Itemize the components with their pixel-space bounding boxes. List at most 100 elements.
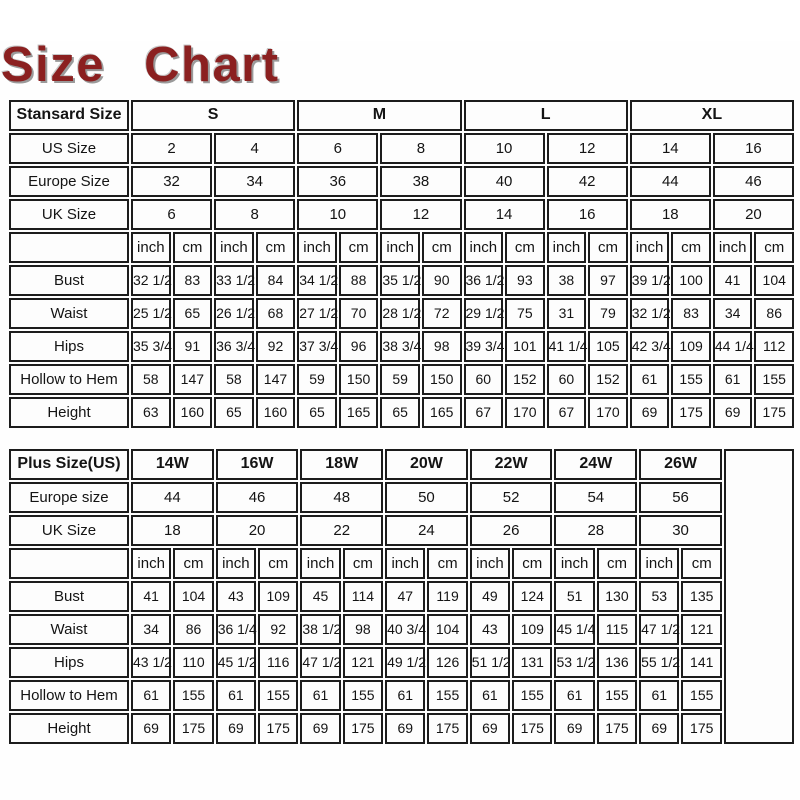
unit-row: inch cm inch cm inch cm inch cm inch cm inch cm inch… <box>9 547 794 579</box>
measure-value-cell: 150 <box>421 363 462 395</box>
measure-value-cell: 98 <box>421 330 462 362</box>
measure-value-cell: 65 <box>214 396 254 428</box>
inch-unit-cell: inch <box>546 231 587 263</box>
measure-value-cell: 69 <box>385 712 426 744</box>
measure-value-cell: 43 1/2 <box>131 646 172 678</box>
size-value-cell: 26 <box>469 514 553 546</box>
inch-unit-cell: inch <box>463 231 504 263</box>
measure-value-cell: 65 <box>380 396 420 428</box>
size-value-cell: 20 <box>712 198 794 230</box>
measure-value-cell: 60 <box>463 363 504 395</box>
row-label: UK Size <box>9 198 129 230</box>
measure-value-cell: 72 <box>421 297 462 329</box>
inch-unit-cell: inch <box>300 547 341 579</box>
measure-value-cell: 31 <box>546 297 587 329</box>
measure-value-cell: 135 <box>681 580 722 612</box>
size-group-header: 26W <box>639 448 722 480</box>
measure-value-cell: 152 <box>588 363 628 395</box>
measure-row: Height 63 160 65 160 65 165 65 165 67 170 67 170 69 17… <box>9 396 794 428</box>
measure-value-cell: 32 1/2 <box>629 297 671 329</box>
measure-row: Hollow to Hem 61 155 61 155 61 155 61 155 61 155 61… <box>9 679 794 711</box>
cm-unit-cell: cm <box>505 231 545 263</box>
measure-value-cell: 155 <box>427 679 468 711</box>
measure-value-cell: 43 <box>469 613 511 645</box>
measure-row-label: Hips <box>9 330 129 362</box>
measure-value-cell: 61 <box>639 679 680 711</box>
measure-value-cell: 63 <box>131 396 171 428</box>
size-value-cell: 54 <box>554 481 638 513</box>
size-value-cell: 42 <box>546 165 628 197</box>
measure-value-cell: 141 <box>681 646 722 678</box>
measure-value-cell: 33 1/2 <box>214 264 255 296</box>
size-value-cell: 18 <box>131 514 214 546</box>
measure-value-cell: 44 1/4 <box>712 330 754 362</box>
inch-unit-cell: inch <box>380 231 420 263</box>
measure-value-cell: 38 <box>546 264 587 296</box>
size-value-cell: 44 <box>629 165 711 197</box>
size-value-cell: 6 <box>297 132 379 164</box>
measure-row-label: Hollow to Hem <box>9 679 129 711</box>
size-group-header: 20W <box>385 448 468 480</box>
measure-value-cell: 79 <box>588 297 628 329</box>
row-label: Europe size <box>9 481 129 513</box>
size-group-header: 16W <box>215 448 299 480</box>
measure-value-cell: 36 3/4 <box>214 330 255 362</box>
measure-value-cell: 39 1/2 <box>629 264 671 296</box>
measure-value-cell: 170 <box>588 396 628 428</box>
measure-row-label: Bust <box>9 264 129 296</box>
measure-value-cell: 160 <box>255 396 296 428</box>
cm-unit-cell: cm <box>596 547 638 579</box>
unit-row-blank-label <box>9 231 129 263</box>
measure-value-cell: 39 3/4 <box>463 330 504 362</box>
measure-value-cell: 165 <box>421 396 462 428</box>
inch-unit-cell: inch <box>629 231 670 263</box>
measure-value-cell: 104 <box>754 264 794 296</box>
inch-unit-cell: inch <box>215 547 257 579</box>
inch-unit-cell: inch <box>385 547 426 579</box>
size-value-cell: 16 <box>546 198 628 230</box>
measure-value-cell: 65 <box>297 396 337 428</box>
cm-unit-cell: cm <box>255 231 296 263</box>
measure-value-cell: 36 1/4 <box>215 613 257 645</box>
measure-value-cell: 45 <box>300 580 341 612</box>
measure-value-cell: 175 <box>173 712 214 744</box>
size-group-header: 14W <box>131 448 214 480</box>
measure-value-cell: 109 <box>671 330 711 362</box>
measure-value-cell: 41 <box>712 264 753 296</box>
measure-value-cell: 152 <box>505 363 545 395</box>
measure-value-cell: 100 <box>671 264 711 296</box>
size-value-cell: 38 <box>380 165 462 197</box>
measure-value-cell: 150 <box>338 363 379 395</box>
measure-value-cell: 155 <box>754 363 794 395</box>
measure-value-cell: 61 <box>554 679 595 711</box>
measure-value-cell: 34 1/2 <box>297 264 338 296</box>
cm-unit-cell: cm <box>172 231 213 263</box>
size-value-cell: 10 <box>463 132 545 164</box>
size-value-cell: 8 <box>214 198 296 230</box>
measure-value-cell: 61 <box>300 679 341 711</box>
page-title: Size Chart <box>1 38 280 92</box>
measure-value-cell: 70 <box>338 297 379 329</box>
measure-value-cell: 45 1/4 <box>554 613 595 645</box>
measure-value-cell: 35 3/4 <box>131 330 172 362</box>
measure-value-cell: 69 <box>300 712 341 744</box>
measure-value-cell: 47 <box>385 580 426 612</box>
cm-unit-cell: cm <box>427 547 468 579</box>
measure-value-cell: 58 <box>131 363 171 395</box>
cm-unit-cell: cm <box>173 547 214 579</box>
corner-label: Stansard Size <box>9 99 129 131</box>
measure-value-cell: 61 <box>469 679 511 711</box>
measure-value-cell: 109 <box>512 613 553 645</box>
empty-column-cell <box>724 448 794 744</box>
measure-row-label: Hollow to Hem <box>9 363 129 395</box>
measure-value-cell: 40 3/4 <box>385 613 426 645</box>
measure-value-cell: 75 <box>505 297 545 329</box>
size-group-header: 24W <box>554 448 638 480</box>
measure-value-cell: 147 <box>172 363 213 395</box>
size-info-row: US Size 2 4 6 8 10 12 14 16 <box>9 132 794 164</box>
measure-value-cell: 92 <box>258 613 299 645</box>
size-value-cell: 20 <box>215 514 299 546</box>
cm-unit-cell: cm <box>512 547 553 579</box>
size-value-cell: 50 <box>385 481 468 513</box>
measure-value-cell: 37 3/4 <box>297 330 338 362</box>
